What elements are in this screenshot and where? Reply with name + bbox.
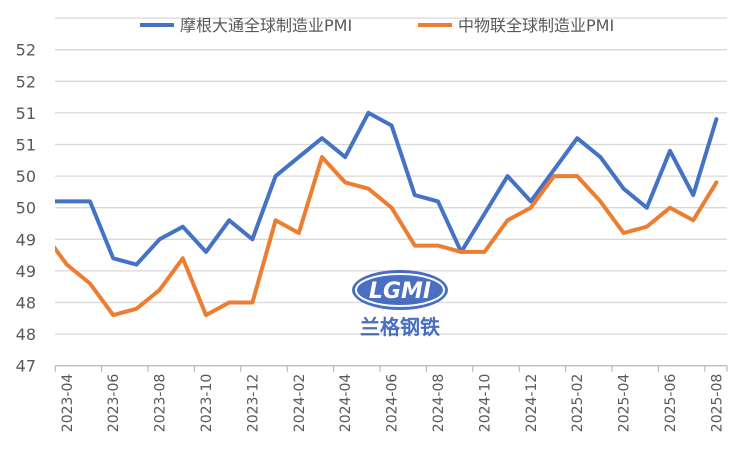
legend: 摩根大通全球制造业PMI 中物联全球制造业PMI xyxy=(140,16,614,35)
y-tick-label: 50 xyxy=(16,199,36,218)
x-tick-label: 2024-06 xyxy=(385,374,401,433)
y-tick-label: 51 xyxy=(16,104,36,123)
x-tick-label: 2024-08 xyxy=(431,374,447,433)
series-lines xyxy=(55,110,719,318)
x-tick-label: 2025-08 xyxy=(709,374,725,433)
x-axis: 2023-04 2023-06 2023-08 2023-10 2023-12 2024-… xyxy=(54,365,728,433)
x-tick-label: 2024-10 xyxy=(477,374,493,433)
x-tick-label: 2025-06 xyxy=(663,374,679,433)
y-tick-label: 49 xyxy=(16,262,36,281)
x-tick-label: 2024-04 xyxy=(338,374,354,433)
x-tick-label: 2025-04 xyxy=(617,374,633,433)
x-tick-label: 2023-12 xyxy=(245,374,261,433)
x-tick-label: 2023-06 xyxy=(106,374,122,433)
y-axis: 47 48 48 49 49 50 50 51 51 52 52 xyxy=(16,41,36,376)
x-tick-label: 2025-02 xyxy=(570,374,586,433)
svg-text:LGMI: LGMI xyxy=(369,279,431,304)
x-tick-label: 2024-02 xyxy=(292,374,308,433)
x-tick-label: 2024-12 xyxy=(524,374,540,433)
x-tick-label: 2023-08 xyxy=(153,374,169,433)
y-tick-label: 52 xyxy=(16,41,36,60)
y-tick-label: 48 xyxy=(16,325,36,344)
legend-label-2: 中物联全球制造业PMI xyxy=(458,16,614,35)
x-tick-label: 2023-10 xyxy=(199,374,215,433)
svg-text:兰格钢铁: 兰格钢铁 xyxy=(360,315,440,339)
series-line-2 xyxy=(55,155,719,318)
y-tick-label: 49 xyxy=(16,230,36,249)
y-tick-label: 47 xyxy=(16,357,36,376)
series-line-1 xyxy=(55,110,719,267)
y-tick-label: 52 xyxy=(16,72,36,91)
x-tick-label: 2023-04 xyxy=(60,374,76,433)
y-tick-label: 51 xyxy=(16,136,36,155)
legend-label-1: 摩根大通全球制造业PMI xyxy=(180,16,352,35)
lgmi-watermark-logo: LGMI 兰格钢铁 xyxy=(352,270,448,339)
y-tick-label: 48 xyxy=(16,294,36,313)
y-tick-label: 50 xyxy=(16,167,36,186)
